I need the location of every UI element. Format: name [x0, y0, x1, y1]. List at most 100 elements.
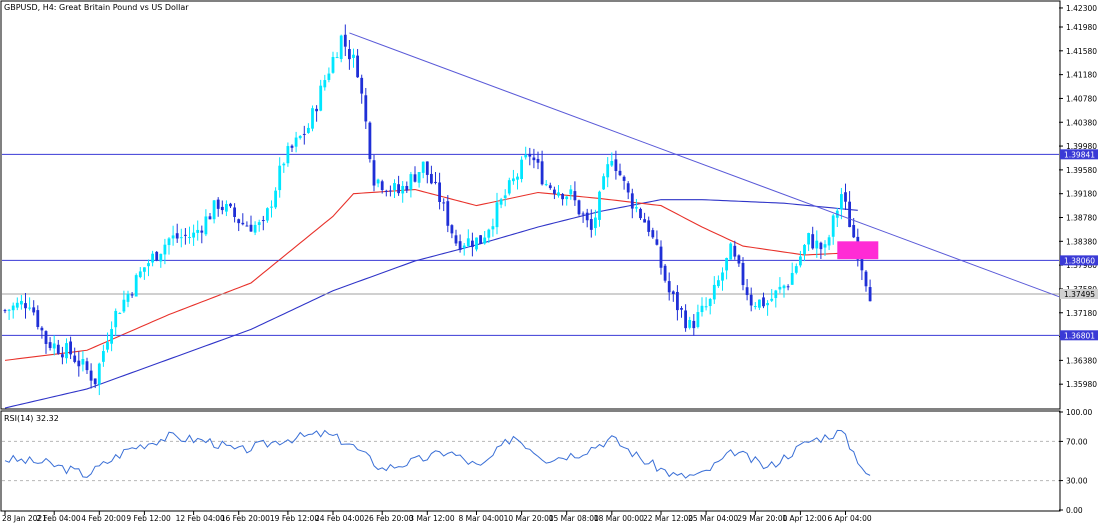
- bear-candle: [241, 222, 245, 225]
- time-tick-label: 29 Mar 20:00: [737, 514, 787, 523]
- bear-candle: [56, 344, 60, 354]
- bull-candle: [483, 237, 487, 244]
- bear-candle: [397, 184, 400, 194]
- bull-candle: [65, 343, 68, 359]
- bull-candle: [569, 189, 573, 195]
- bear-candle: [651, 230, 655, 238]
- bull-candle: [122, 299, 126, 312]
- price-tick-label: 1.37980: [1066, 261, 1097, 270]
- bear-candle: [413, 174, 417, 182]
- bull-candle: [512, 178, 515, 182]
- bull-candle: [138, 271, 142, 278]
- rsi-series: [4, 429, 871, 479]
- bull-candle: [827, 237, 831, 246]
- bear-candle: [532, 157, 536, 161]
- bull-candle: [462, 245, 466, 248]
- bull-candle: [602, 176, 605, 190]
- bull-candle: [831, 215, 835, 237]
- bull-candle: [192, 232, 195, 238]
- bull-candle: [212, 200, 216, 220]
- bear-candle: [302, 133, 306, 135]
- bull-candle: [503, 195, 507, 199]
- bull-candle: [794, 266, 798, 273]
- rsi-tick-label: 70.00: [1066, 437, 1088, 446]
- bear-candle: [749, 294, 753, 306]
- bull-candle: [544, 184, 548, 186]
- time-tick-label: 12 Feb 04:00: [176, 514, 225, 523]
- bull-candle: [294, 137, 298, 147]
- horizontal-levels[interactable]: 1.39841 1.38060 1.37495 1.36801: [2, 149, 1098, 341]
- bear-candle: [73, 355, 77, 362]
- bull-candle: [610, 161, 614, 166]
- bear-candle: [659, 246, 663, 268]
- ma-fast-line: [4, 188, 867, 361]
- bull-candle: [823, 244, 827, 248]
- bull-candle: [28, 307, 31, 309]
- time-tick-label: 6 Apr 04:00: [828, 514, 872, 523]
- bear-candle: [667, 281, 671, 293]
- bull-candle: [807, 233, 810, 245]
- bull-candle: [594, 217, 597, 229]
- bear-candle: [384, 190, 388, 192]
- price-pane[interactable]: [0, 0, 1061, 410]
- level-price-tag: [1060, 330, 1098, 341]
- bull-candle: [126, 293, 130, 302]
- bull-candle: [179, 237, 183, 239]
- bull-candle: [516, 176, 519, 180]
- time-tick-label: 25 Mar 04:00: [688, 514, 738, 523]
- bull-candle: [766, 303, 769, 306]
- bull-candle: [782, 285, 786, 289]
- bear-candle: [671, 291, 675, 295]
- time-tick-label: 24 Feb 04:00: [315, 514, 364, 523]
- level-price-tag-label: 1.39841: [1064, 150, 1095, 159]
- bull-candle: [717, 280, 720, 287]
- bear-candle: [848, 201, 851, 228]
- bear-candle: [155, 251, 159, 261]
- bear-candle: [130, 294, 134, 296]
- bear-candle: [450, 225, 454, 234]
- time-tick-label: 16 Feb 20:00: [221, 514, 270, 523]
- bear-candle: [69, 341, 72, 355]
- trend-line-segment: [349, 32, 1060, 298]
- bear-candle: [3, 310, 7, 312]
- bear-candle: [208, 216, 212, 220]
- highlight-box[interactable]: [837, 241, 879, 260]
- bear-candle: [786, 286, 790, 288]
- bear-candle: [348, 49, 351, 60]
- bull-candle: [257, 222, 261, 225]
- bull-candle: [704, 306, 708, 308]
- bull-candle: [799, 256, 802, 266]
- bull-candle: [729, 243, 733, 260]
- bear-candle: [536, 158, 540, 163]
- bull-candle: [110, 328, 113, 344]
- bull-candle: [225, 204, 228, 212]
- bear-candle: [184, 234, 187, 236]
- bull-candle: [15, 302, 19, 308]
- time-tick-label: 1 Apr 12:00: [782, 514, 826, 523]
- ma-fast-polyline: [4, 188, 867, 361]
- bear-candle: [24, 303, 27, 309]
- bull-candle: [143, 267, 146, 272]
- bear-candle: [626, 183, 630, 193]
- rsi-label: RSI(14) 32.32: [4, 414, 59, 423]
- bear-candle: [762, 297, 765, 307]
- bull-candle: [815, 240, 819, 249]
- candles: [3, 24, 872, 396]
- rsi-pane[interactable]: [0, 410, 1061, 512]
- highlight-rect: [837, 241, 879, 260]
- bull-candle: [635, 207, 638, 209]
- bull-candle: [466, 238, 470, 247]
- level-price-tag: [1060, 149, 1098, 160]
- bear-candle: [290, 145, 294, 148]
- bull-candle: [106, 342, 109, 350]
- rsi-polyline: [4, 429, 871, 479]
- price-tick-label: 1.40380: [1066, 118, 1097, 127]
- trend-line[interactable]: [349, 32, 1060, 298]
- bear-candle: [614, 159, 618, 172]
- bull-candle: [11, 305, 15, 311]
- bear-candle: [844, 192, 847, 202]
- bull-candle: [159, 253, 163, 262]
- bull-candle: [770, 298, 774, 301]
- bear-candle: [471, 240, 474, 248]
